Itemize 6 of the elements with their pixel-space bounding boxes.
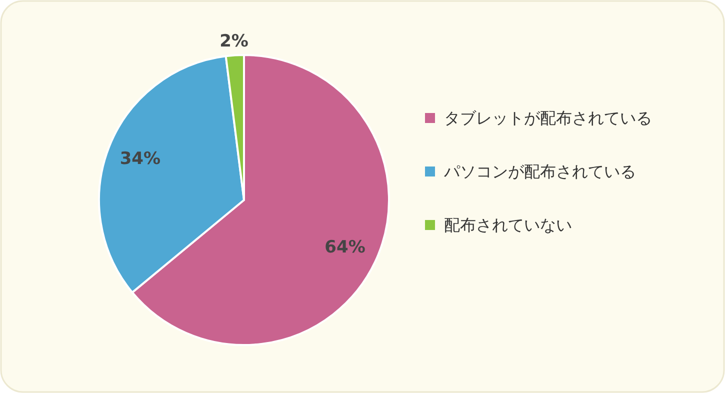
- data-label: 34%: [120, 148, 161, 169]
- legend-label: 配布されていない: [444, 216, 572, 234]
- data-label: 2%: [220, 31, 248, 52]
- legend-label: パソコンが配布されている: [443, 162, 636, 181]
- data-label: 64%: [324, 238, 366, 258]
- legend-label: タブレットが配布されている: [444, 108, 652, 128]
